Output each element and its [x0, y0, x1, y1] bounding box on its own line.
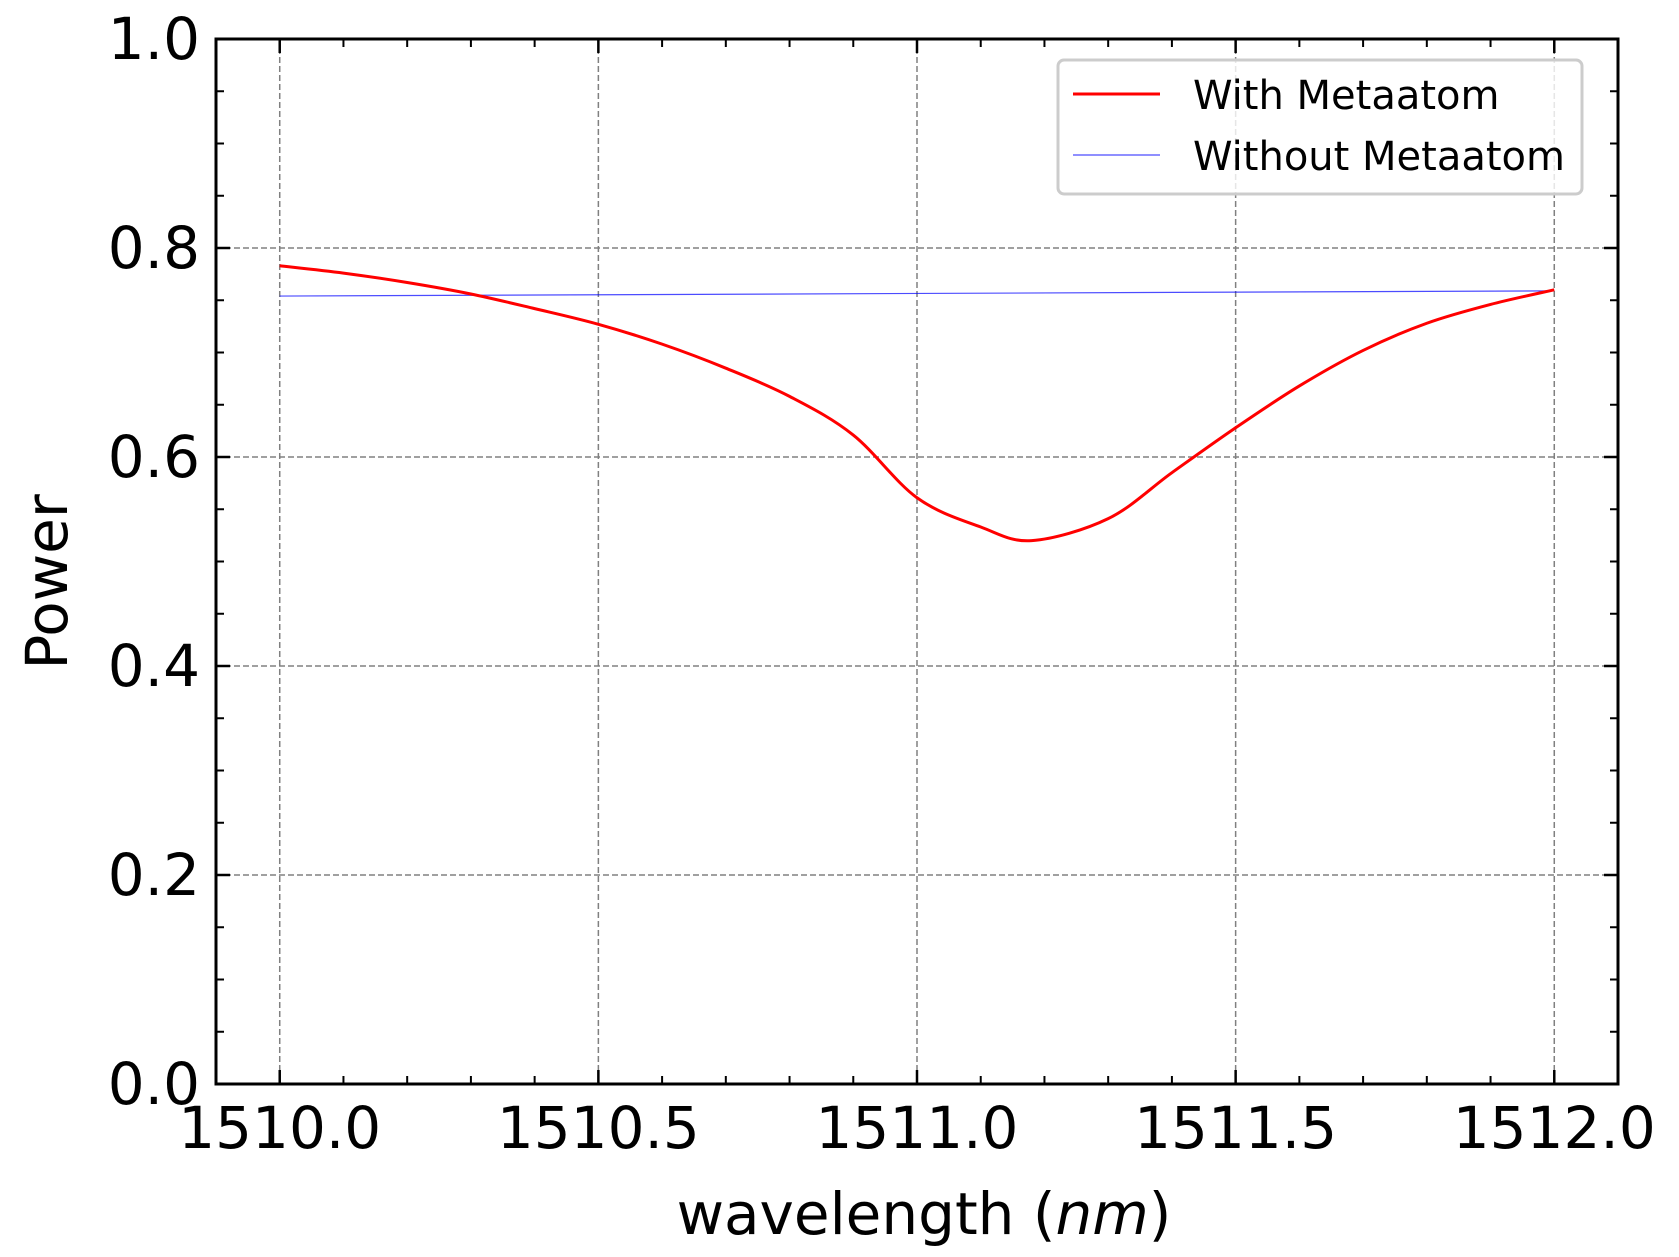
y-tick-label: 0.4 — [108, 632, 200, 700]
x-tick-label: 1511.5 — [1134, 1094, 1337, 1162]
legend-box — [1056, 58, 1584, 196]
x-tick-label: 1510.5 — [497, 1094, 700, 1162]
legend: With Metaatom Without Metaatom — [1056, 58, 1584, 196]
x-tick-label: 1511.0 — [816, 1094, 1019, 1162]
y-tick-label: 0.2 — [108, 841, 200, 909]
grid — [216, 38, 1618, 1085]
y-tick-label: 0.0 — [108, 1050, 200, 1118]
series-line-without-metaatom — [279, 290, 1555, 297]
series-group — [279, 264, 1555, 543]
x-tick-label: 1510.0 — [178, 1094, 381, 1162]
y-axis-label: Power — [13, 494, 81, 670]
series-line-with-metaatom — [279, 264, 1555, 543]
y-tick-label: 1.0 — [108, 5, 200, 73]
legend-label-without-metaatom: Without Metaatom — [1193, 134, 1565, 180]
y-tick-label: 0.8 — [108, 214, 200, 282]
legend-label-with-metaatom: With Metaatom — [1193, 73, 1499, 119]
tick-labels: 1510.0 1510.5 1511.0 1511.5 1512.0 0.0 0.2 0.4 0… — [108, 5, 1656, 1162]
x-axis-label: wavelength (nm) — [677, 1180, 1172, 1248]
y-tick-label: 0.6 — [108, 423, 200, 491]
x-tick-label: 1512.0 — [1453, 1094, 1656, 1162]
ticks — [215, 37, 1619, 1086]
